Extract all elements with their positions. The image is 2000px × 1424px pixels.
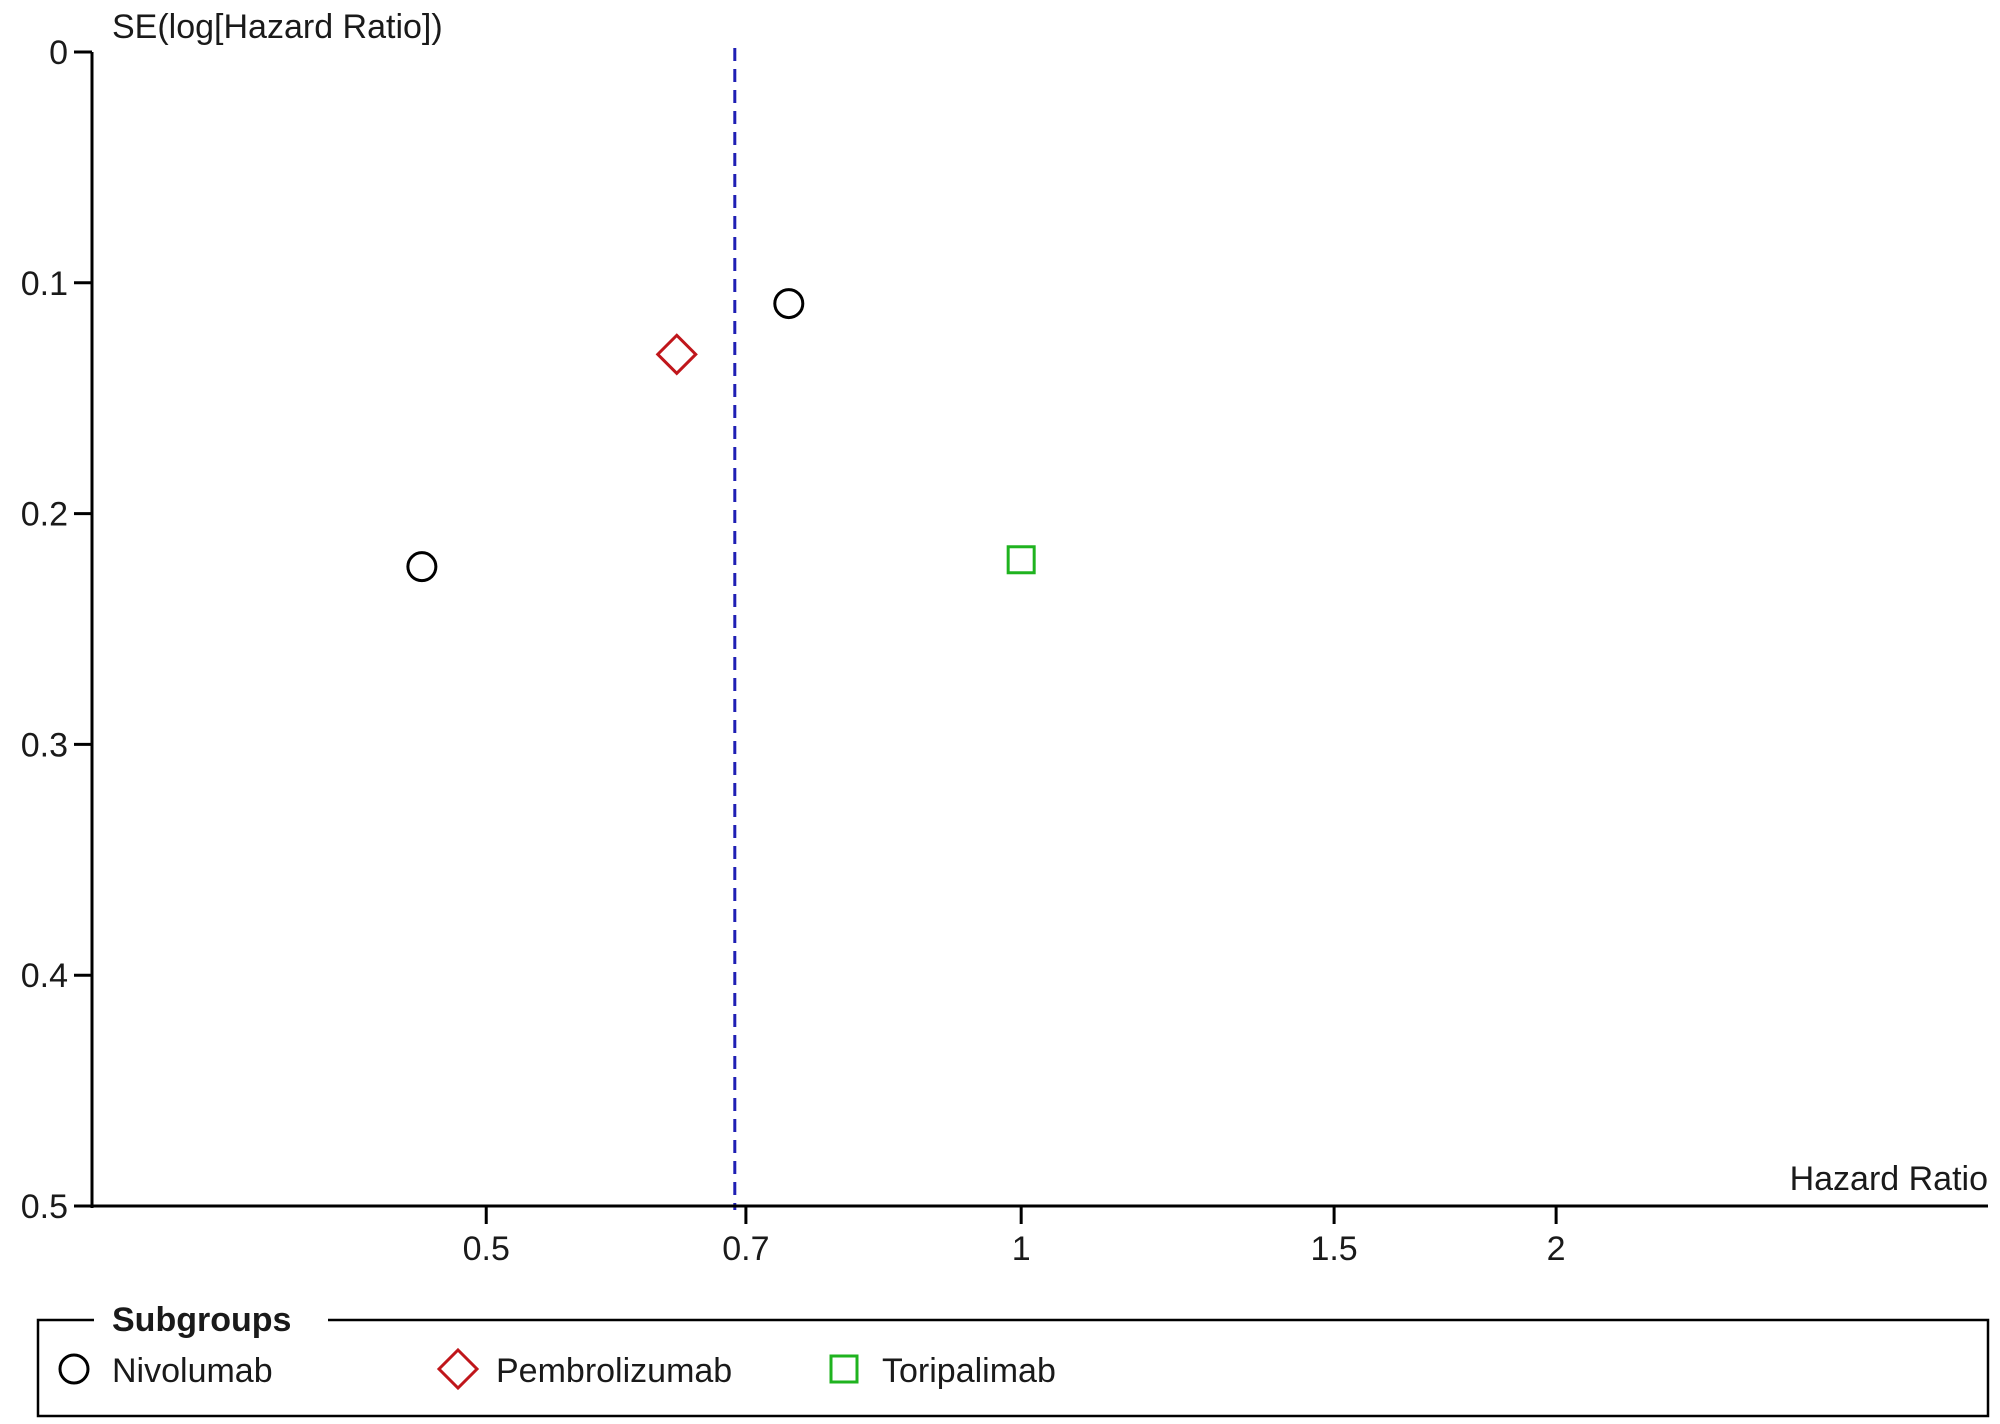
x-tick-label: 0.5 bbox=[463, 1230, 510, 1268]
axes bbox=[90, 52, 1988, 1208]
y-tick-label: 0.4 bbox=[21, 957, 68, 995]
x-tick-label: 1.5 bbox=[1310, 1230, 1357, 1268]
x-tick-label: 2 bbox=[1547, 1230, 1566, 1268]
data-point-nivolumab bbox=[406, 551, 438, 583]
legend-marker-pembrolizumab bbox=[436, 1347, 480, 1391]
data-point-pembrolizumab bbox=[655, 333, 698, 376]
legend-label-nivolumab: Nivolumab bbox=[112, 1352, 273, 1390]
legend-label-pembrolizumab: Pembrolizumab bbox=[496, 1352, 732, 1390]
data-points bbox=[406, 288, 1036, 583]
legend-title-background bbox=[94, 1298, 328, 1342]
legend-items: Nivolumab Pembrolizumab Toripalimab bbox=[58, 1347, 1056, 1391]
legend: Subgroups Nivolumab Pembrolizumab Toripali… bbox=[36, 1298, 1990, 1418]
y-tick-label: 0 bbox=[49, 34, 68, 72]
y-tick-label: 0.1 bbox=[21, 265, 68, 303]
legend-label-toripalimab: Toripalimab bbox=[882, 1352, 1056, 1390]
legend-box bbox=[36, 1318, 1990, 1418]
legend-title: Subgroups bbox=[112, 1301, 291, 1339]
data-point-nivolumab bbox=[773, 288, 805, 320]
x-axis-title: Hazard Ratio bbox=[1790, 1160, 1988, 1198]
legend-marker-toripalimab bbox=[829, 1354, 859, 1384]
axis-ticks: 0.5 0.7 1 1.5 2 0 0.1 0.2 0.3 0.4 0.5 bbox=[21, 34, 1566, 1268]
y-tick-label: 0.5 bbox=[21, 1188, 68, 1226]
y-axis-title: SE(log[Hazard Ratio]) bbox=[112, 8, 443, 46]
y-tick-label: 0.3 bbox=[21, 726, 68, 764]
x-tick-label: 1 bbox=[1012, 1230, 1031, 1268]
legend-marker-nivolumab bbox=[58, 1353, 90, 1385]
y-tick-label: 0.2 bbox=[21, 496, 68, 534]
data-point-toripalimab bbox=[1006, 545, 1036, 575]
x-tick-label: 0.7 bbox=[722, 1230, 769, 1268]
